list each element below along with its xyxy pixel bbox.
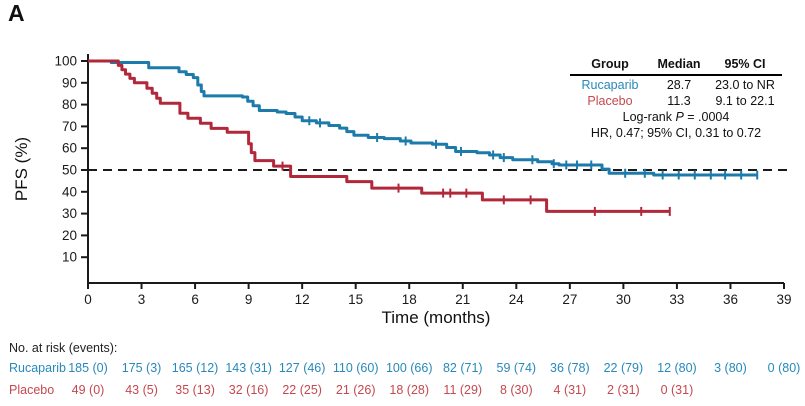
panel-label: A [8,0,25,26]
stats-group-name: Placebo [587,94,633,108]
y-tick-label: 50 [62,163,77,178]
risk-cell: 36 (78) [550,361,590,375]
risk-cell: 175 (3) [121,361,162,375]
logrank-value: = .0004 [683,110,730,124]
x-tick-label: 24 [509,292,525,307]
risk-cell: 2 (31) [607,383,640,397]
x-tick-label: 0 [84,292,92,307]
x-axis-label: Time (months) [381,308,491,327]
x-tick-label: 18 [402,292,417,307]
stats-group-name: Rucaparib [581,78,639,92]
stats-header-median: Median [657,57,701,71]
risk-cell: 3 (80) [714,361,747,375]
y-tick-label: 60 [62,141,77,156]
km-curve-rucaparib [88,59,758,177]
risk-cell: 4 (31) [553,383,587,397]
stats-header-group: Group [591,57,629,71]
stats-header-ci: 95% CI [724,57,766,71]
km-curve-placebo [88,59,670,213]
risk-cell: 100 (66) [385,361,433,375]
y-tick-label: 20 [62,228,77,243]
y-tick-label: 10 [62,250,77,265]
x-tick-label: 12 [295,292,310,307]
risk-cell: 22 (25) [282,383,322,397]
risk-cell: 0 (31) [660,383,694,397]
x-tick-label: 9 [245,292,253,307]
risk-cell: 22 (79) [603,361,644,375]
risk-row-rucaparib: Rucaparib 185 (0) 175 (3) 165 (12) 143 (31)… [0,361,805,377]
stats-row-rucaparib: Rucaparib 28.7 23.0 to NR [570,77,782,93]
risk-cell: 110 (60) [332,361,379,375]
y-axis-label: PFS (%) [12,136,31,202]
risk-cell: 165 (12) [171,361,219,375]
risk-cell: 11 (29) [443,383,483,397]
risk-table-title: No. at risk (events): [9,341,118,355]
risk-cell: 0 (80) [767,361,801,375]
stats-row-placebo: Placebo 11.3 9.1 to 22.1 [570,93,782,109]
x-tick-label: 39 [776,292,791,307]
risk-cell: 32 (16) [228,383,269,397]
risk-cell: 143 (31) [225,361,272,375]
hr-line: HR, 0.47; 95% CI, 0.31 to 0.72 [590,126,762,140]
stats-median-value: 28.7 [666,78,692,92]
risk-cell: 18 (28) [389,383,430,397]
risk-cell: 59 (74) [496,361,537,375]
stats-ci-value: 9.1 to 22.1 [715,94,775,108]
risk-cell: 82 (71) [442,361,483,375]
stats-table-header: Group Median 95% CI [570,56,782,76]
risk-cell: 21 (26) [335,383,376,397]
risk-row-placebo: Placebo 49 (0) 43 (5) 35 (13) 32 (16) 22 (25… [0,383,805,399]
risk-cell: 43 (5) [125,383,158,397]
risk-row-label: Rucaparib [9,361,66,375]
risk-cell: 35 (13) [175,383,215,397]
risk-cell: 49 (0) [71,383,105,397]
logrank-line: Log-rank P = .0004 [570,109,782,125]
stats-ci-value: 23.0 to NR [715,78,775,92]
x-tick-label: 3 [138,292,146,307]
y-tick-label: 100 [54,54,77,69]
stats-table: Group Median 95% CI Rucaparib 28.7 23.0 … [570,56,782,141]
risk-cell: 127 (46) [278,361,326,375]
x-tick-label: 36 [723,292,738,307]
risk-cell: 185 (0) [68,361,108,375]
y-tick-label: 40 [62,184,77,199]
y-tick-label: 70 [62,119,77,134]
y-tick-label: 30 [62,206,77,221]
stats-median-value: 11.3 [667,94,691,108]
risk-cell: 8 (30) [499,383,533,397]
logrank-p: P [675,110,684,124]
x-tick-label: 15 [348,292,363,307]
x-tick-label: 21 [455,292,470,307]
y-tick-label: 80 [62,97,77,112]
x-tick-label: 30 [616,292,631,307]
logrank-prefix: Log-rank [622,110,672,124]
x-tick-label: 27 [562,292,577,307]
risk-cell: 12 (80) [657,361,697,375]
x-tick-label: 33 [669,292,684,307]
risk-row-label: Placebo [9,383,55,397]
y-tick-label: 90 [62,75,77,90]
x-tick-label: 6 [191,292,199,307]
